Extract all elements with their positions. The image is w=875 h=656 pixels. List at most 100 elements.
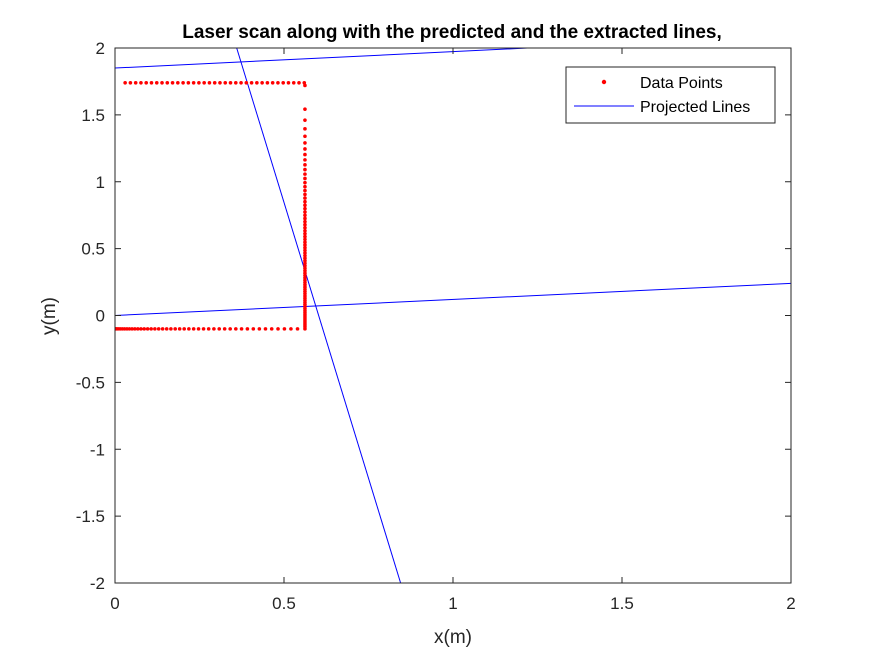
data-point: [245, 327, 250, 331]
data-point: [286, 80, 291, 85]
data-point: [133, 327, 137, 331]
data-point: [233, 80, 238, 85]
data-point: [145, 327, 150, 331]
data-point: [281, 80, 286, 85]
y-tick-label: 1: [96, 173, 105, 192]
data-point: [303, 127, 307, 131]
data-point: [303, 147, 307, 151]
x-tick-label: 2: [786, 594, 795, 613]
y-tick-label: 1.5: [81, 106, 105, 125]
x-tick-label: 1: [448, 594, 457, 613]
data-point: [303, 83, 307, 88]
data-point: [212, 80, 217, 85]
data-point: [202, 80, 206, 85]
data-point: [139, 327, 143, 331]
legend: Data Points Projected Lines: [565, 66, 776, 124]
data-point: [303, 240, 307, 245]
data-point: [303, 210, 307, 214]
data-point: [128, 80, 133, 85]
legend-label-data-points: Data Points: [640, 75, 723, 92]
y-tick-label: -1.5: [76, 507, 105, 526]
data-point: [164, 327, 169, 331]
projected-lines-layer: [115, 48, 791, 583]
x-axis-label: x(m): [434, 627, 472, 648]
data-point: [123, 80, 127, 85]
data-point: [177, 327, 182, 331]
data-points-layer: [115, 80, 307, 331]
data-point: [303, 118, 307, 122]
data-point: [303, 219, 307, 224]
data-point: [303, 231, 307, 236]
data-point: [153, 327, 157, 331]
x-tick-label: 1.5: [610, 594, 634, 613]
data-point: [222, 327, 227, 331]
data-point: [149, 80, 154, 85]
data-point: [303, 327, 307, 331]
data-point: [276, 327, 280, 331]
data-point: [303, 225, 307, 230]
data-point: [303, 261, 307, 266]
data-point: [191, 80, 196, 85]
data-point: [303, 134, 307, 139]
data-point: [228, 327, 232, 331]
data-point: [144, 80, 149, 85]
data-point: [239, 327, 244, 331]
x-axis-ticks: 0 0.5 1 1.5 2: [110, 48, 796, 613]
data-point: [160, 80, 164, 85]
data-point: [182, 327, 187, 331]
data-point: [303, 216, 307, 221]
data-point: [303, 180, 307, 185]
data-point: [303, 203, 307, 208]
data-point: [212, 327, 216, 331]
data-point: [289, 327, 293, 331]
data-point: [223, 80, 228, 85]
data-point: [270, 80, 275, 85]
data-point: [251, 327, 256, 331]
data-point: [197, 80, 201, 85]
x-tick-label: 0.5: [272, 594, 296, 613]
data-point: [130, 327, 134, 331]
data-point: [303, 243, 307, 247]
data-point: [303, 107, 307, 111]
data-point: [303, 158, 307, 162]
data-point: [206, 327, 211, 331]
data-point: [282, 327, 287, 331]
data-point: [291, 80, 296, 85]
data-point: [133, 80, 138, 85]
y-tick-label: 2: [96, 39, 105, 58]
data-point: [257, 327, 262, 331]
data-point: [303, 256, 307, 261]
data-point: [191, 327, 196, 331]
data-point: [165, 80, 170, 85]
y-axis-label: y(m): [39, 297, 60, 335]
data-point: [170, 80, 175, 85]
data-point: [303, 196, 307, 200]
projected-line: [115, 48, 528, 69]
data-point: [303, 206, 307, 211]
data-point: [234, 327, 238, 331]
data-point: [303, 253, 307, 258]
chart-title: Laser scan along with the predicted and …: [182, 22, 722, 43]
data-point: [303, 176, 307, 181]
data-point: [160, 327, 165, 331]
data-point: [127, 327, 132, 331]
x-tick-label: 0: [110, 594, 119, 613]
data-point: [181, 80, 185, 85]
data-point: [239, 80, 243, 85]
y-axis-ticks: 2 1.5 1 0.5 0 -0.5 -1 -1.5 -2: [76, 39, 791, 593]
data-point: [303, 234, 307, 239]
data-point: [303, 228, 307, 233]
data-point: [136, 327, 140, 331]
data-point: [303, 163, 307, 167]
data-point: [228, 80, 233, 85]
data-point: [303, 167, 307, 172]
data-point: [244, 80, 249, 85]
data-point: [260, 80, 264, 85]
legend-label-projected-lines: Projected Lines: [640, 99, 750, 116]
data-point: [303, 192, 307, 197]
data-point: [303, 184, 307, 189]
data-point: [217, 327, 222, 331]
data-point: [139, 80, 143, 85]
data-point: [196, 327, 201, 331]
